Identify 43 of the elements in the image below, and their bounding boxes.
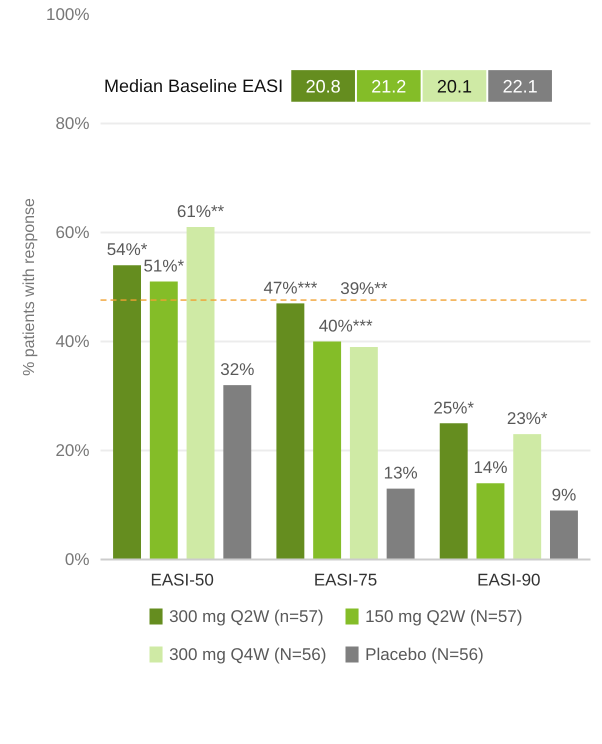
bar [476, 483, 504, 560]
annotation: 20.8 [306, 76, 341, 96]
data-label: 40%*** [318, 316, 373, 336]
bar [313, 342, 342, 560]
bar [440, 423, 468, 560]
bar [550, 510, 578, 560]
bar [223, 385, 252, 560]
data-label: 39%** [340, 279, 388, 298]
annotation: 20.1 [436, 76, 472, 96]
data-label: 51%* [143, 256, 184, 276]
annotation: Median Baseline EASI [104, 76, 284, 96]
x-tick-label: EASI-90 [477, 570, 540, 590]
data-label: 13% [384, 464, 418, 483]
bar [113, 265, 142, 560]
legend-label: 300 mg Q4W (N=56) [169, 645, 326, 664]
bar [150, 282, 178, 560]
legend-label: Placebo (N=56) [365, 645, 484, 664]
legend-label: 300 mg Q2W (n=57) [169, 607, 324, 626]
x-tick-label: EASI-75 [314, 570, 378, 590]
data-label: 32% [220, 360, 254, 380]
y-tick-label: 80% [55, 114, 90, 133]
data-label: 61%** [176, 202, 225, 222]
y-tick-label: 40% [55, 332, 90, 351]
annotation: 22.1 [502, 76, 538, 96]
legend-label: 150 mg Q2W (N=57) [365, 607, 522, 626]
y-tick-label: 60% [55, 223, 90, 242]
x-tick-label: EASI-50 [150, 570, 214, 590]
bar [513, 434, 542, 560]
y-tick-label: 0% [64, 550, 90, 569]
data-label: 14% [473, 458, 508, 478]
bar [386, 488, 415, 560]
bar [350, 346, 378, 560]
y-axis-title: % patients with response [21, 198, 38, 376]
bar [276, 303, 304, 560]
bar [186, 227, 215, 560]
data-label: 23%* [506, 409, 548, 428]
y-tick-label: 20% [55, 441, 90, 460]
data-label: 47%*** [263, 278, 318, 298]
data-label: 54%* [106, 240, 148, 260]
annotation: 21.2 [371, 76, 406, 96]
data-label: 25%* [433, 398, 474, 418]
data-label: 9% [552, 485, 576, 504]
y-tick-label: 100% [46, 5, 90, 24]
